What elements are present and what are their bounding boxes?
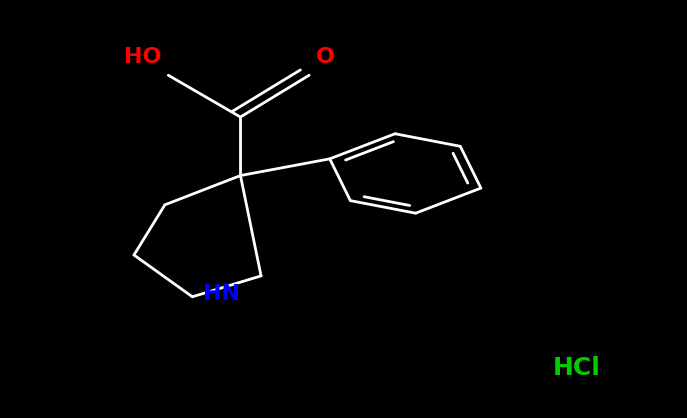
Text: HO: HO xyxy=(124,47,161,67)
Text: HN: HN xyxy=(203,284,240,304)
Text: HCl: HCl xyxy=(553,356,601,380)
Text: O: O xyxy=(316,47,335,67)
